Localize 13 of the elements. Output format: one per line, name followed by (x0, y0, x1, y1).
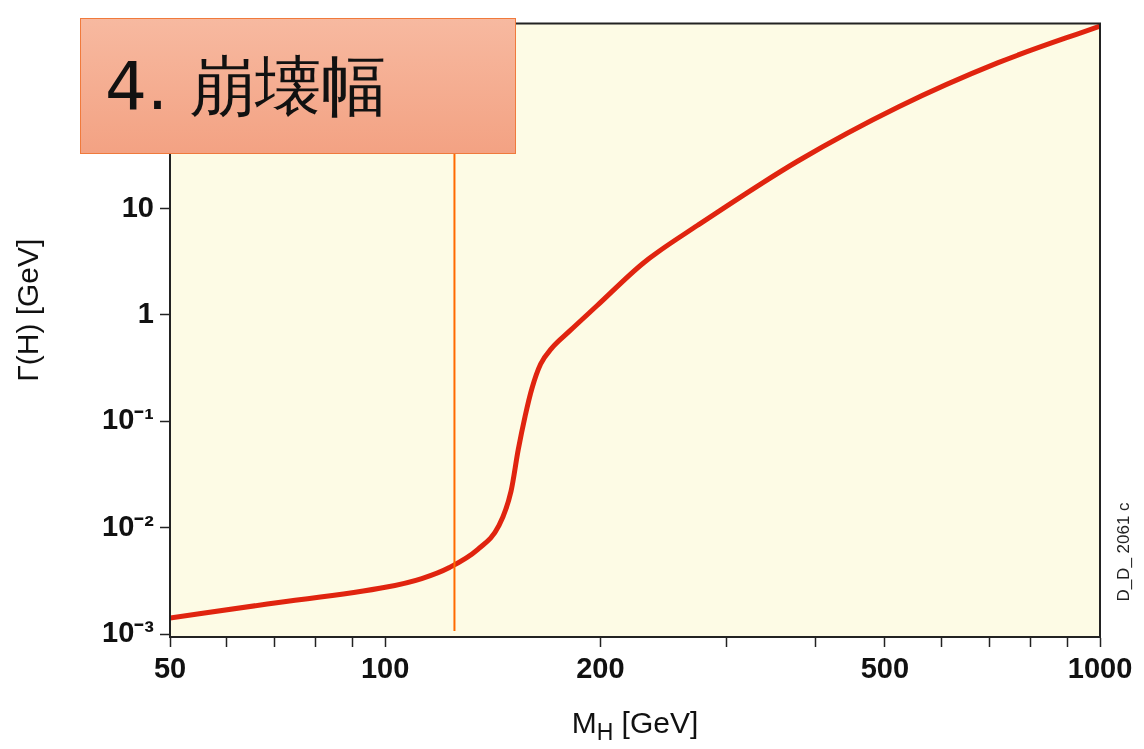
chart-title: 4. 崩壊幅 (80, 18, 516, 154)
x-tick-label: 1000 (1067, 652, 1133, 685)
x-tick-label: 200 (576, 652, 625, 685)
y-tick-label: 10 (121, 190, 154, 223)
y-axis-title: Γ(H) [GeV] (11, 238, 45, 382)
x-tick-label: 500 (860, 652, 910, 685)
y-tick-label: 10⁻¹ (102, 403, 154, 436)
text: D_D_ 2061 c (1113, 501, 1133, 602)
y-tick-label: 1 (137, 296, 154, 329)
y-tick-label: 10⁻³ (102, 616, 155, 649)
x-tick-label: 100 (360, 652, 410, 685)
y-tick-label: 10⁻² (102, 509, 155, 542)
x-tick-label: 50 (153, 652, 187, 685)
